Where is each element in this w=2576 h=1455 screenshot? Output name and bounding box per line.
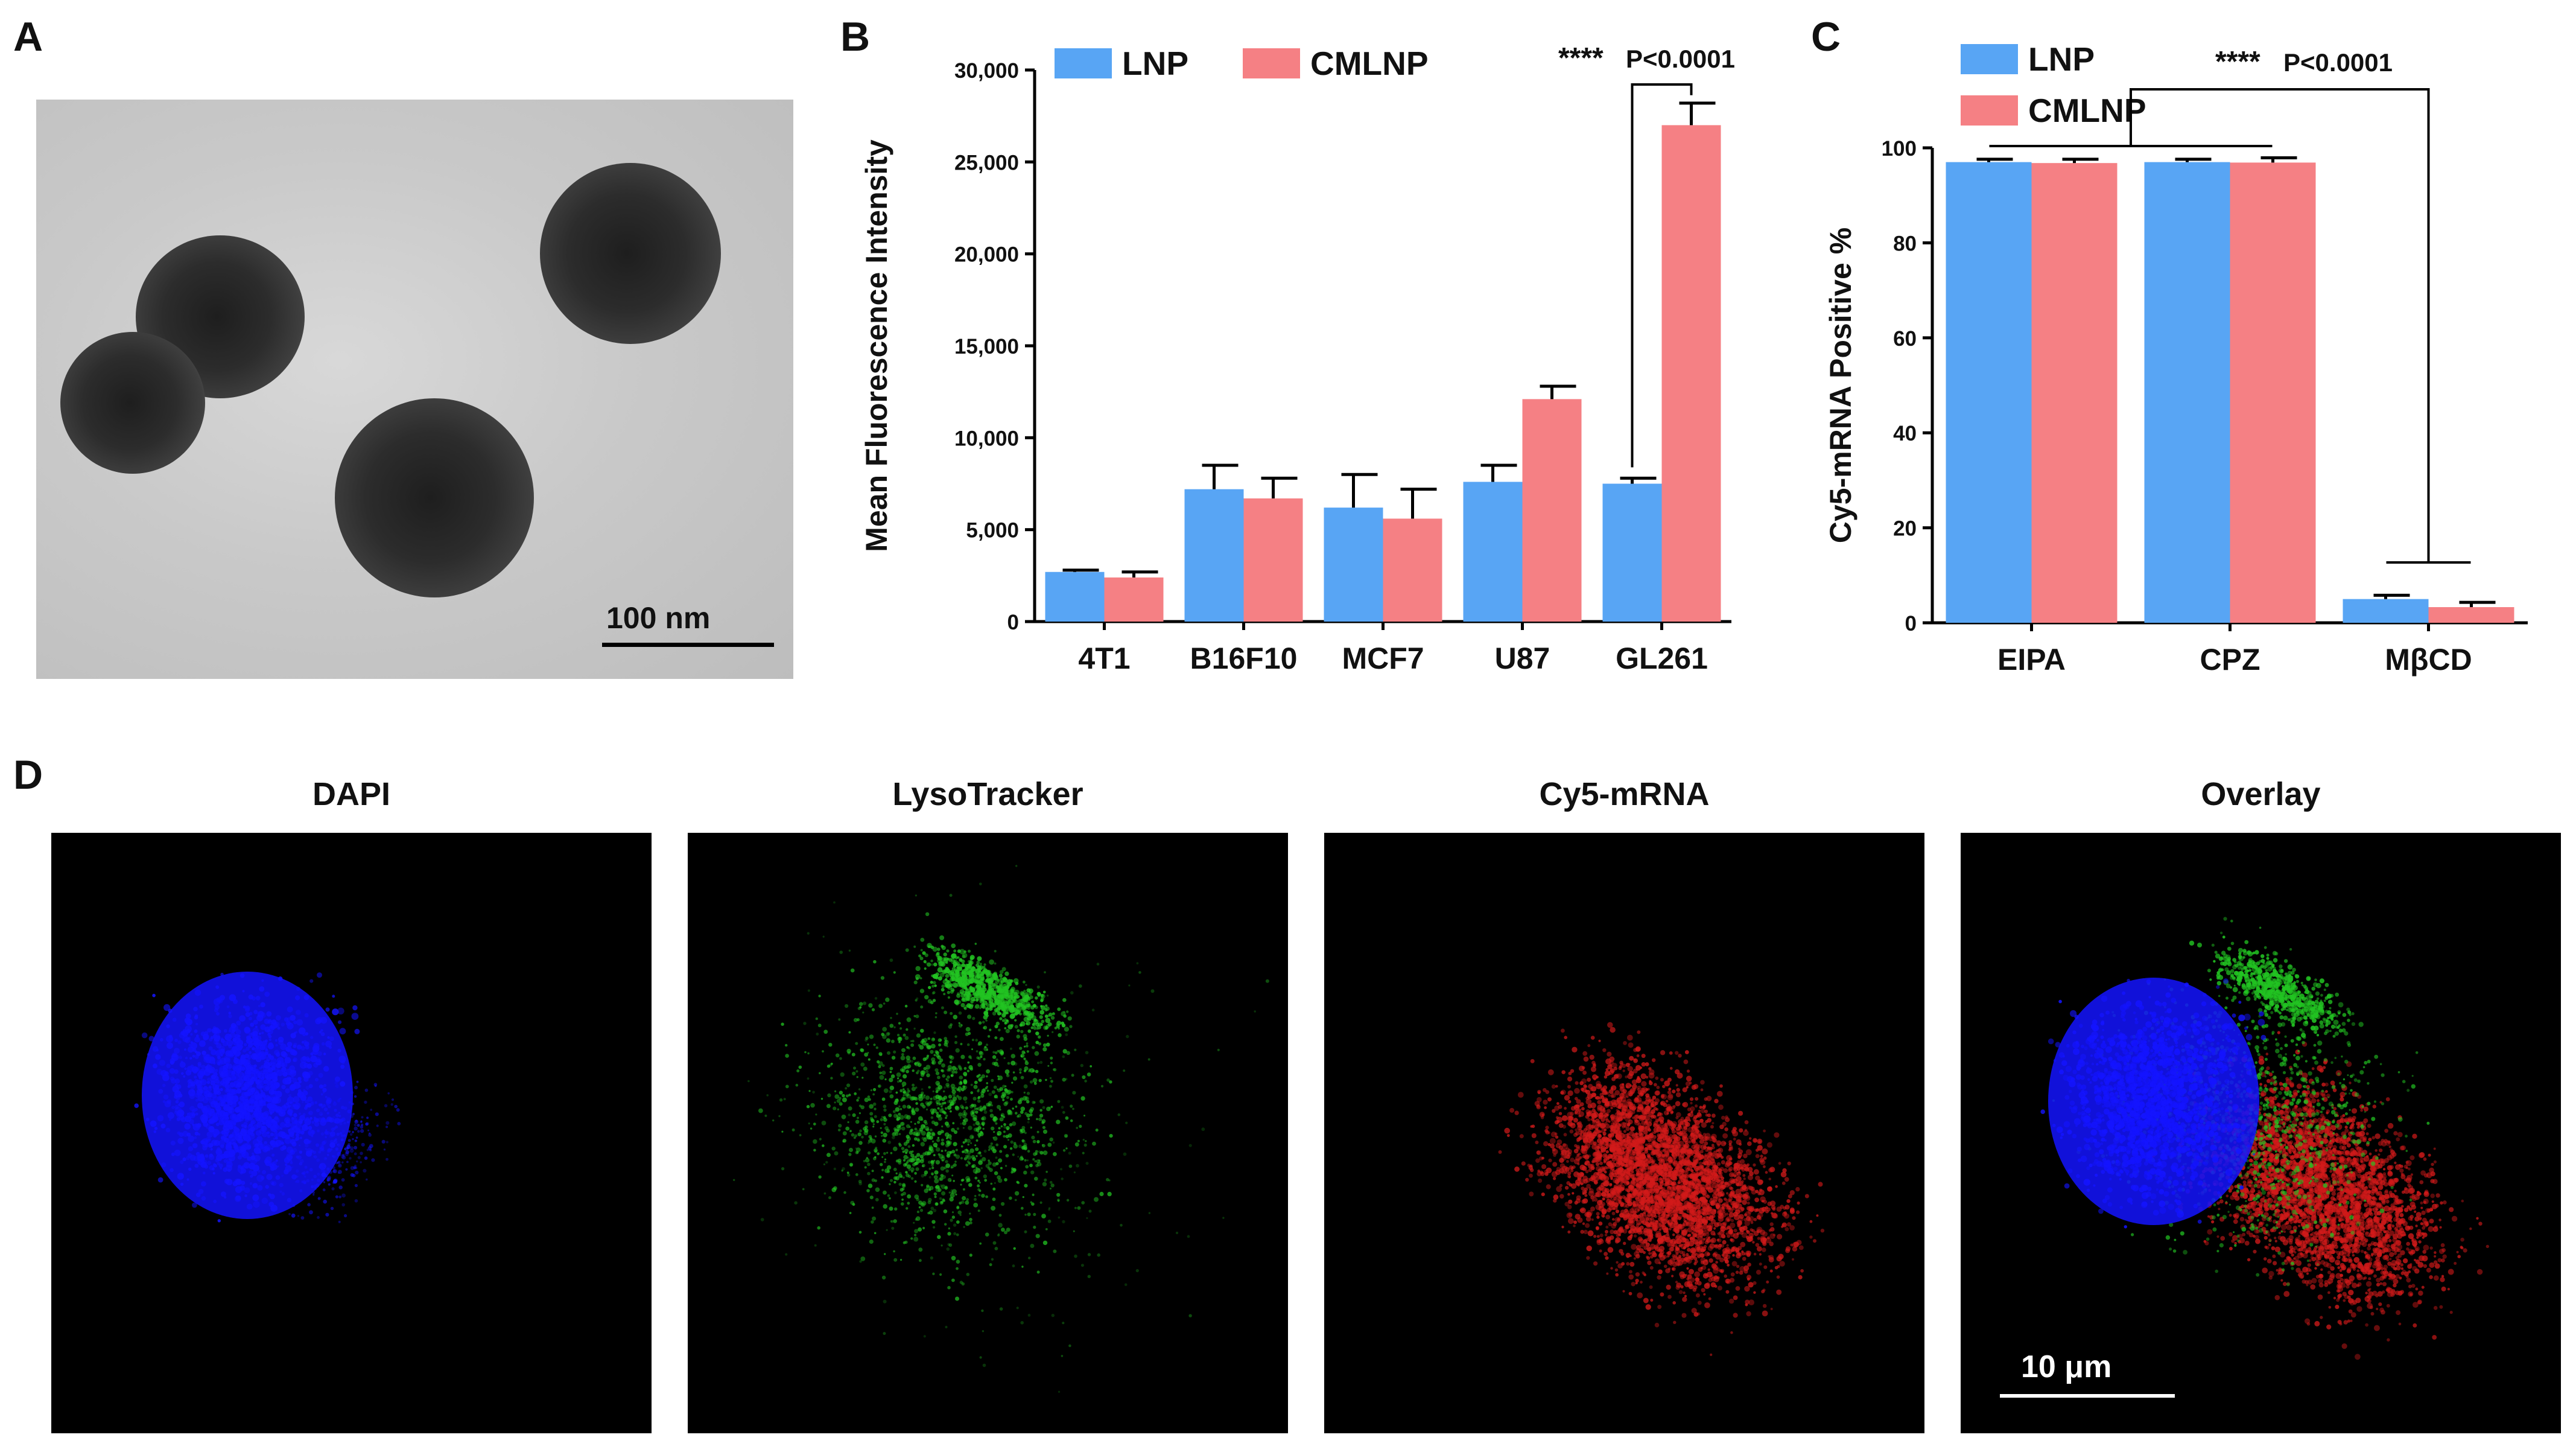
fluorescence-signal: [1498, 1022, 1825, 1356]
bar-cmlnp: [2428, 607, 2514, 623]
bar-cmlnp: [1104, 577, 1164, 622]
panel-label-c: C: [1811, 14, 1841, 60]
y-tick-label: 25,000: [954, 151, 1019, 174]
scale-bar: [602, 643, 774, 647]
y-tick-label: 20,000: [954, 243, 1019, 267]
fluorescence-signal: [733, 865, 1269, 1393]
x-tick-label: EIPA: [1997, 643, 2066, 677]
legend-swatch-lnp: [1055, 48, 1112, 78]
bar-cmlnp: [1522, 399, 1582, 622]
fluorescence-signal: [905, 935, 1073, 1047]
fluorescence-signal: [2149, 1031, 2489, 1360]
y-axis-title: Mean Fluorescence Intensity: [860, 139, 893, 552]
dapi-title: DAPI: [312, 776, 390, 812]
panel-label-a: A: [13, 14, 43, 60]
legend-label-cmlnp: CMLNP: [1310, 45, 1429, 82]
bar-cmlnp: [2230, 162, 2316, 623]
bar-cmlnp: [1243, 498, 1303, 622]
legend-label-lnp: LNP: [1122, 45, 1188, 82]
nanoparticle: [540, 163, 721, 344]
fluorescence-signal: [758, 912, 1113, 1301]
y-tick-label: 0: [1905, 612, 1917, 635]
y-tick-label: 100: [1882, 137, 1917, 161]
nanoparticle: [60, 332, 205, 474]
significance-stars: ****: [2215, 46, 2260, 78]
bar-cmlnp: [1383, 518, 1442, 622]
significance-stars: ****: [1558, 42, 1604, 74]
cy5-title: Cy5-mRNA: [1539, 776, 1710, 812]
significance-pvalue: P<0.0001: [1626, 45, 1735, 73]
y-tick-label: 30,000: [954, 59, 1019, 83]
significance-bracket: [2130, 88, 2430, 562]
y-tick-label: 5,000: [966, 519, 1019, 543]
bar-cmlnp: [1661, 125, 1721, 622]
fluorescence-signal: [2189, 935, 2364, 1046]
fluorescence-signal: [2040, 978, 2267, 1229]
cy5-image: [1324, 833, 1924, 1433]
bar-lnp: [2343, 599, 2429, 623]
significance-pvalue: P<0.0001: [2283, 48, 2393, 77]
bar-lnp: [1602, 483, 1662, 622]
bar-lnp: [1946, 162, 2032, 623]
y-tick-label: 0: [1007, 611, 1019, 634]
chart-panel-c: 0 20 40 60 80 100 Cy5-mRNA Positive % EIPA CPZ Mβ…: [1824, 40, 2528, 677]
scale-bar-white: [2000, 1394, 2175, 1398]
legend-swatch-lnp: [1961, 44, 2018, 74]
bar-lnp: [1463, 482, 1523, 622]
y-tick-label: 15,000: [954, 335, 1019, 358]
y-tick-label: 20: [1893, 517, 1917, 541]
legend-swatch-cmlnp: [1243, 48, 1300, 78]
overlay-title: Overlay: [2201, 776, 2321, 812]
y-tick-label: 10,000: [954, 427, 1019, 450]
y-tick-label: 40: [1893, 422, 1917, 445]
x-tick-label: GL261: [1616, 642, 1708, 675]
bar-cmlnp: [2031, 163, 2118, 623]
nanoparticle: [335, 398, 534, 597]
lysotracker-image: [688, 833, 1288, 1433]
fluorescence-signal: [134, 972, 360, 1223]
scale-bar-label-d: 10 μm: [2021, 1349, 2112, 1384]
x-tick-label: MCF7: [1342, 642, 1424, 675]
x-tick-label: 4T1: [1078, 642, 1130, 675]
fluorescence-signal: [267, 1080, 401, 1223]
panel-label-d: D: [13, 752, 43, 798]
x-tick-label: MβCD: [2385, 643, 2472, 677]
y-tick-label: 80: [1893, 232, 1917, 255]
dapi-image: [51, 833, 652, 1433]
bar-lnp: [1045, 571, 1105, 622]
y-axis-title: Cy5-mRNA Positive %: [1824, 228, 1857, 543]
significance-bracket: [1631, 83, 1693, 468]
bar-lnp: [1324, 508, 1383, 622]
scale-bar-label: 100 nm: [606, 601, 711, 635]
x-tick-label: B16F10: [1190, 642, 1298, 675]
x-tick-label: CPZ: [2200, 643, 2260, 677]
legend-label-cmlnp: CMLNP: [2028, 92, 2146, 129]
lysotracker-title: LysoTracker: [892, 776, 1083, 812]
legend-swatch-cmlnp: [1961, 95, 2018, 126]
x-tick-label: U87: [1495, 642, 1550, 675]
bar-lnp: [1184, 489, 1244, 622]
panel-label-b: B: [840, 14, 871, 60]
legend-label-lnp: LNP: [2028, 40, 2095, 78]
y-tick-label: 60: [1893, 327, 1917, 351]
overlay-image: 10 μm: [1961, 833, 2561, 1433]
chart-panel-b: 0 5,000 10,000 15,000 20,000 25,000 30,000 Mean…: [860, 42, 1735, 675]
tem-micrograph: 100 nm: [36, 100, 793, 679]
bar-lnp: [2144, 162, 2230, 623]
